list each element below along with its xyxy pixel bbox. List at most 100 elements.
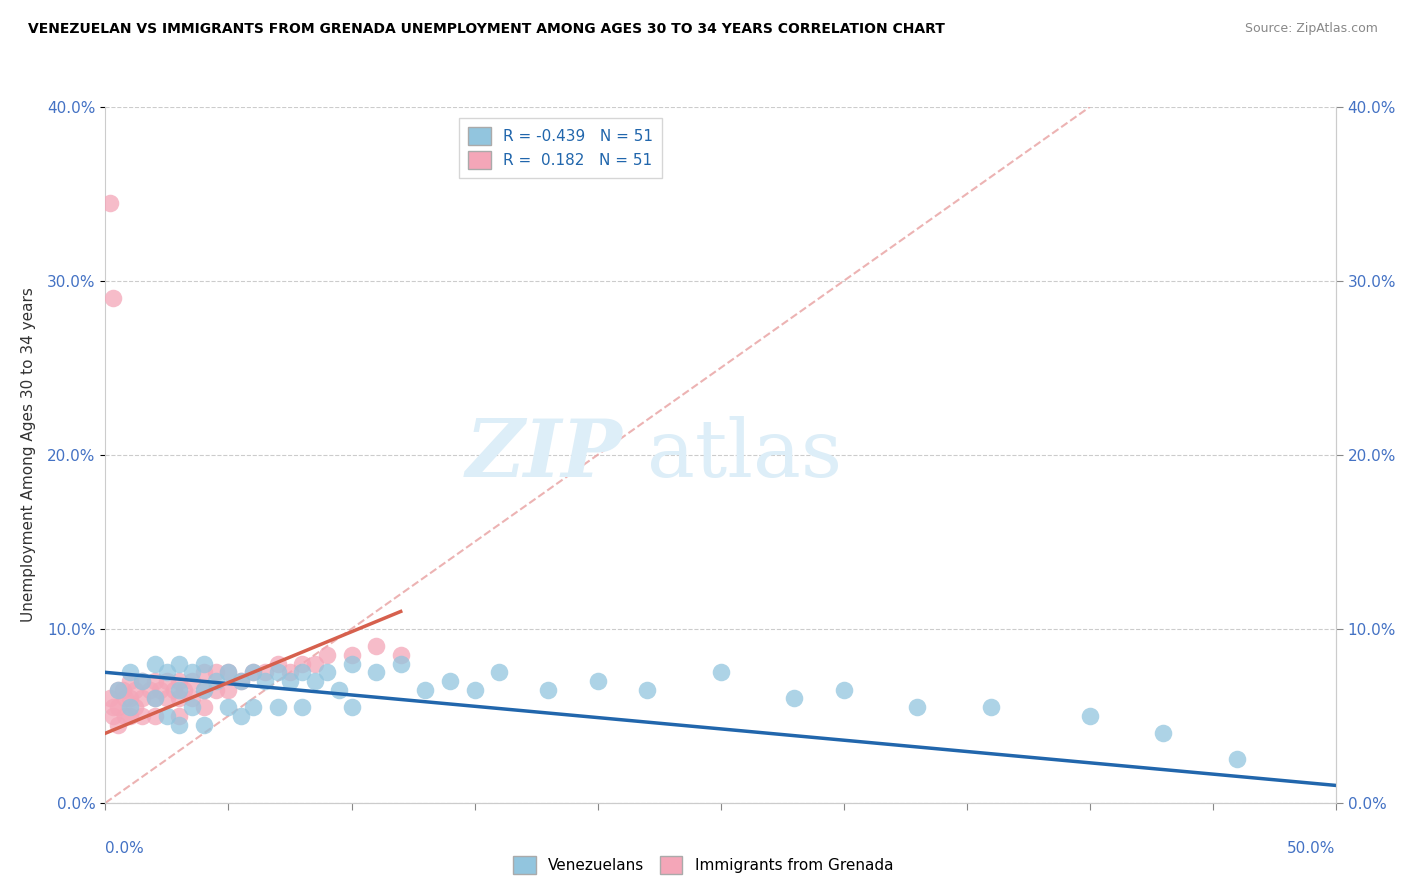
Legend: Venezuelans, Immigrants from Grenada: Venezuelans, Immigrants from Grenada — [506, 850, 900, 880]
Point — [278, 674, 301, 689]
Point — [242, 665, 264, 680]
Point — [124, 700, 146, 714]
Point — [304, 674, 326, 689]
Point — [193, 717, 215, 731]
Point — [169, 682, 191, 697]
Point — [205, 682, 228, 697]
Point — [163, 682, 186, 697]
Point — [107, 682, 129, 697]
Point — [1226, 752, 1249, 766]
Point — [111, 682, 134, 697]
Point — [340, 700, 363, 714]
Point — [107, 682, 129, 697]
Point — [143, 708, 166, 723]
Text: Source: ZipAtlas.com: Source: ZipAtlas.com — [1244, 22, 1378, 36]
Point — [218, 665, 240, 680]
Point — [143, 691, 166, 706]
Point — [291, 657, 314, 671]
Point — [114, 708, 136, 723]
Point — [242, 665, 264, 680]
Point — [267, 657, 290, 671]
Point — [143, 657, 166, 671]
Point — [636, 682, 658, 697]
Point — [389, 657, 412, 671]
Point — [315, 648, 337, 662]
Point — [156, 674, 179, 689]
Y-axis label: Unemployment Among Ages 30 to 34 years: Unemployment Among Ages 30 to 34 years — [21, 287, 37, 623]
Point — [254, 665, 277, 680]
Point — [156, 665, 179, 680]
Point — [710, 665, 733, 680]
Point — [131, 674, 153, 689]
Point — [138, 682, 162, 697]
Point — [169, 657, 191, 671]
Point — [193, 682, 215, 697]
Point — [180, 700, 202, 714]
Point — [229, 674, 252, 689]
Point — [278, 665, 301, 680]
Point — [143, 674, 166, 689]
Point — [328, 682, 350, 697]
Point — [488, 665, 510, 680]
Point — [340, 657, 363, 671]
Point — [389, 648, 412, 662]
Point — [267, 665, 290, 680]
Point — [131, 708, 153, 723]
Point — [101, 291, 124, 305]
Point — [254, 674, 277, 689]
Point — [439, 674, 461, 689]
Point — [1153, 726, 1175, 740]
Point — [832, 682, 855, 697]
Point — [124, 682, 146, 697]
Point — [169, 674, 191, 689]
Point — [193, 682, 215, 697]
Point — [205, 665, 228, 680]
Point — [193, 665, 215, 680]
Point — [415, 682, 437, 697]
Point — [120, 665, 141, 680]
Point — [340, 648, 363, 662]
Point — [180, 665, 202, 680]
Point — [107, 717, 129, 731]
Point — [229, 674, 252, 689]
Text: 0.0%: 0.0% — [105, 841, 145, 856]
Legend: R = -0.439   N = 51, R =  0.182   N = 51: R = -0.439 N = 51, R = 0.182 N = 51 — [458, 118, 662, 178]
Point — [120, 674, 141, 689]
Point — [586, 674, 609, 689]
Point — [156, 691, 179, 706]
Point — [98, 691, 122, 706]
Point — [169, 691, 191, 706]
Point — [291, 700, 314, 714]
Point — [169, 708, 191, 723]
Point — [304, 657, 326, 671]
Point — [143, 691, 166, 706]
Point — [131, 691, 153, 706]
Text: VENEZUELAN VS IMMIGRANTS FROM GRENADA UNEMPLOYMENT AMONG AGES 30 TO 34 YEARS COR: VENEZUELAN VS IMMIGRANTS FROM GRENADA UN… — [28, 22, 945, 37]
Point — [180, 674, 202, 689]
Point — [114, 691, 136, 706]
Text: ZIP: ZIP — [465, 417, 621, 493]
Point — [267, 700, 290, 714]
Point — [537, 682, 560, 697]
Text: atlas: atlas — [647, 416, 842, 494]
Point — [120, 691, 141, 706]
Point — [242, 700, 264, 714]
Point — [120, 708, 141, 723]
Point — [980, 700, 1002, 714]
Point — [101, 708, 124, 723]
Point — [169, 717, 191, 731]
Point — [98, 195, 122, 210]
Point — [193, 700, 215, 714]
Point — [464, 682, 486, 697]
Point — [131, 674, 153, 689]
Point — [173, 682, 195, 697]
Point — [783, 691, 806, 706]
Point — [291, 665, 314, 680]
Point — [366, 639, 388, 653]
Point — [193, 657, 215, 671]
Point — [229, 708, 252, 723]
Point — [1078, 708, 1101, 723]
Point — [907, 700, 929, 714]
Point — [218, 682, 240, 697]
Point — [107, 700, 129, 714]
